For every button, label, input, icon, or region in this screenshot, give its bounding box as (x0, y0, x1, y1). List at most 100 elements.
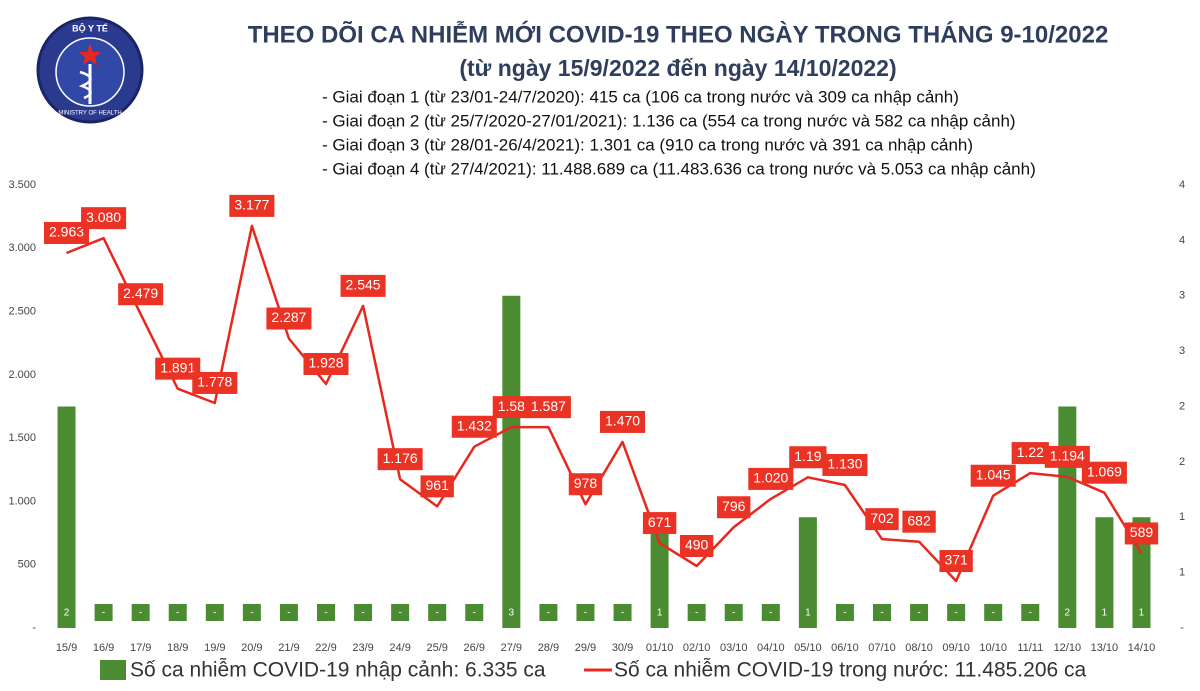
y-tick-label: 3.000 (8, 242, 36, 254)
line-value-label-text: 3.080 (86, 209, 121, 225)
bar-label-box (910, 604, 929, 621)
bar-label-box (613, 604, 632, 621)
line-value-label-text: 1.020 (753, 470, 788, 486)
line-value-label-box (939, 550, 973, 573)
y2-tick-label: 1 (1179, 511, 1185, 523)
line-value-label-box (748, 467, 794, 490)
bar-value-label: 3 (509, 608, 515, 619)
bar-label-box (168, 604, 187, 621)
line-value-label-text: 671 (648, 514, 672, 530)
x-tick-label: 13/10 (1091, 642, 1119, 654)
bar-value-label: 2 (1065, 608, 1071, 619)
line-value-label-text: 796 (722, 498, 746, 514)
logo-top: BỘ Y TẾ (72, 22, 108, 33)
x-tick-label: 14/10 (1128, 642, 1156, 654)
line-value-label-box (600, 410, 646, 433)
line-value-label: 490 (679, 534, 714, 557)
x-tick-label: 07/10 (868, 642, 896, 654)
line-value-label-box (525, 396, 571, 419)
line-value-label: 796 (717, 496, 751, 519)
x-tick-label: 27/9 (501, 642, 522, 654)
y2-tick-label: 1 (1179, 567, 1185, 579)
bar (1095, 517, 1114, 628)
bar-value-label: - (732, 608, 735, 619)
bar-value-label: - (361, 608, 364, 619)
y-tick-label: 500 (18, 559, 36, 571)
line-value-label-box (420, 475, 454, 498)
x-tick-label: 09/10 (942, 642, 970, 654)
line-value-label: 1.069 (1081, 461, 1127, 484)
y2-tick-label: 4 (1179, 234, 1185, 246)
line-value-label: 682 (902, 510, 936, 533)
line-value-label-box (1044, 445, 1090, 468)
line-value-label: 1.928 (303, 352, 349, 375)
bar-label-box (984, 604, 1003, 621)
line-value-label-text: 978 (574, 475, 598, 491)
bar-label-box (576, 604, 595, 621)
line-value-label-box (1081, 461, 1127, 484)
x-tick-label: 25/9 (426, 642, 447, 654)
bar-value-label: - (880, 608, 883, 619)
x-tick-label: 22/9 (315, 642, 336, 654)
line-value-label-text: 1.176 (383, 450, 418, 466)
bar-value-label: - (992, 608, 995, 619)
x-tick-label: 02/10 (683, 642, 711, 654)
line-value-label-box (642, 512, 677, 535)
bar-value-label: - (250, 608, 253, 619)
line-value-label-box (492, 396, 530, 419)
line-value-label: 371 (939, 550, 973, 573)
bar-label-box (279, 604, 298, 621)
x-tick-label: 06/10 (831, 642, 859, 654)
x-tick-label: 11/11 (1017, 642, 1043, 654)
logo-star (79, 44, 101, 65)
y2-tick-label: 4 (1179, 179, 1185, 191)
line-value-label-text: 1.587 (531, 398, 566, 414)
line-value-label-box (266, 307, 312, 330)
bar-value-label: 2 (64, 608, 70, 619)
line-value-label-box (44, 221, 90, 244)
bar-value-label: - (287, 608, 290, 619)
line-value-label-text: 3.177 (234, 197, 269, 213)
line-value-label: 2.963 (44, 221, 90, 244)
line-value-label-box (902, 510, 936, 533)
bar-value-label: - (436, 608, 439, 619)
bar-label-box (391, 604, 410, 621)
line-value-label: 1.020 (748, 467, 794, 490)
y-tick-label: 1.500 (8, 432, 36, 444)
logo-snake (78, 70, 92, 100)
line-value-label: 702 (865, 508, 899, 531)
x-tick-label: 05/10 (794, 642, 822, 654)
line-value-label-text: 1.928 (308, 355, 343, 371)
line-value-label-text: 1.58 (498, 398, 525, 414)
line-value-label-box (717, 496, 751, 519)
line-value-label-box (155, 357, 201, 380)
chart-title: THEO DÕI CA NHIỄM MỚI COVID-19 THEO NGÀY… (248, 19, 1109, 48)
x-tick-label: 08/10 (905, 642, 933, 654)
line-value-label-box (1011, 442, 1049, 465)
x-tick-label: 23/9 (352, 642, 373, 654)
line-value-label: 1.432 (451, 415, 497, 438)
line-value-label: 1.470 (600, 410, 646, 433)
x-tick-label: 29/9 (575, 642, 596, 654)
x-tick-label: 04/10 (757, 642, 785, 654)
y-tick-label: 3.500 (8, 179, 36, 191)
line-value-label: 1.891 (155, 357, 201, 380)
x-tick-label: 15/9 (56, 642, 77, 654)
bar-label-box (94, 604, 113, 621)
logo: BỘ Y TẾ MINISTRY OF HEALTH (36, 16, 144, 124)
bar-value-label: - (769, 608, 772, 619)
line-value-label-box (822, 453, 868, 476)
x-tick-label: 17/9 (130, 642, 151, 654)
bar-label-box (1021, 604, 1040, 621)
bar-value-label: - (1029, 608, 1032, 619)
bar-label-box (131, 604, 150, 621)
line-value-label-box (81, 207, 127, 230)
x-tick-label: 26/9 (464, 642, 485, 654)
y2-tick-label: 3 (1179, 345, 1185, 357)
bar-value-label: - (843, 608, 846, 619)
line-value-label-box (1124, 522, 1159, 545)
line-value-label: 671 (642, 512, 677, 535)
line-value-label: 1.587 (525, 396, 571, 419)
bar-value-label: - (398, 608, 401, 619)
line-value-label: 589 (1124, 522, 1159, 545)
